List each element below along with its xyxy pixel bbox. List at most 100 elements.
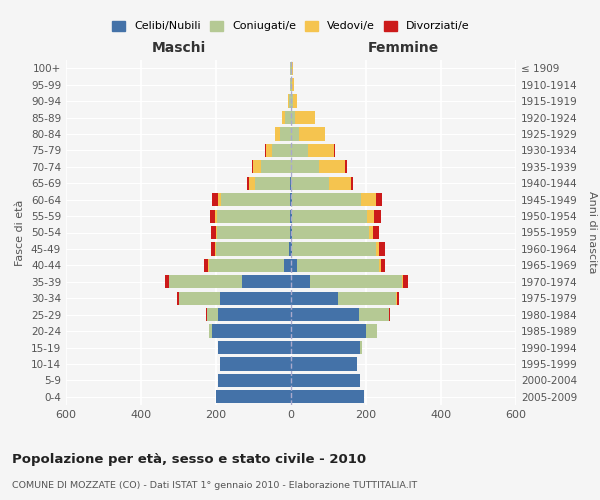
Bar bbox=[178, 292, 179, 305]
Bar bbox=[212, 193, 218, 206]
Bar bbox=[179, 292, 220, 305]
Bar bbox=[295, 111, 316, 124]
Bar bbox=[291, 144, 308, 157]
Bar bbox=[291, 308, 359, 321]
Bar bbox=[220, 358, 291, 370]
Bar bbox=[379, 242, 385, 256]
Bar bbox=[361, 193, 376, 206]
Bar bbox=[253, 160, 260, 173]
Bar bbox=[308, 144, 334, 157]
Bar bbox=[218, 193, 221, 206]
Bar bbox=[299, 128, 325, 140]
Bar bbox=[292, 78, 294, 91]
Bar bbox=[291, 160, 319, 173]
Text: COMUNE DI MOZZATE (CO) - Dati ISTAT 1° gennaio 2010 - Elaborazione TUTTITALIA.IT: COMUNE DI MOZZATE (CO) - Dati ISTAT 1° g… bbox=[12, 481, 417, 490]
Bar bbox=[209, 210, 215, 222]
Bar bbox=[292, 226, 368, 239]
Bar bbox=[367, 210, 374, 222]
Bar bbox=[220, 292, 291, 305]
Bar bbox=[217, 226, 290, 239]
Bar bbox=[165, 275, 169, 288]
Bar bbox=[291, 111, 295, 124]
Bar bbox=[292, 176, 329, 190]
Bar bbox=[290, 62, 291, 75]
Bar bbox=[215, 242, 216, 256]
Bar bbox=[205, 259, 208, 272]
Bar bbox=[401, 275, 403, 288]
Bar bbox=[338, 292, 396, 305]
Bar bbox=[289, 94, 291, 108]
Bar bbox=[291, 324, 366, 338]
Bar bbox=[265, 144, 272, 157]
Bar bbox=[292, 193, 361, 206]
Bar bbox=[216, 226, 217, 239]
Bar bbox=[292, 210, 367, 222]
Bar bbox=[284, 259, 291, 272]
Bar bbox=[291, 193, 292, 206]
Bar bbox=[291, 390, 364, 404]
Bar bbox=[403, 275, 407, 288]
Bar bbox=[329, 176, 352, 190]
Bar bbox=[290, 226, 291, 239]
Bar bbox=[291, 374, 361, 387]
Bar bbox=[291, 341, 361, 354]
Bar bbox=[291, 78, 292, 91]
Bar bbox=[215, 210, 217, 222]
Y-axis label: Fasce di età: Fasce di età bbox=[16, 200, 25, 266]
Bar bbox=[293, 94, 298, 108]
Bar bbox=[254, 176, 290, 190]
Bar bbox=[218, 341, 291, 354]
Bar bbox=[209, 324, 212, 338]
Bar bbox=[247, 176, 249, 190]
Bar bbox=[319, 160, 346, 173]
Bar bbox=[396, 292, 397, 305]
Bar bbox=[290, 210, 291, 222]
Bar bbox=[275, 128, 280, 140]
Bar bbox=[242, 275, 291, 288]
Bar bbox=[290, 78, 291, 91]
Bar bbox=[212, 324, 291, 338]
Bar bbox=[361, 341, 362, 354]
Bar bbox=[292, 62, 293, 75]
Bar bbox=[291, 62, 292, 75]
Bar bbox=[376, 242, 379, 256]
Bar bbox=[346, 160, 347, 173]
Bar bbox=[249, 176, 254, 190]
Bar bbox=[290, 193, 291, 206]
Bar bbox=[397, 292, 398, 305]
Bar bbox=[373, 226, 379, 239]
Bar bbox=[272, 144, 291, 157]
Bar bbox=[291, 94, 293, 108]
Bar bbox=[218, 308, 291, 321]
Bar bbox=[206, 308, 218, 321]
Y-axis label: Anni di nascita: Anni di nascita bbox=[587, 191, 597, 274]
Bar bbox=[221, 193, 290, 206]
Bar bbox=[352, 176, 353, 190]
Bar bbox=[291, 259, 296, 272]
Bar bbox=[291, 128, 299, 140]
Bar bbox=[286, 111, 291, 124]
Bar bbox=[291, 358, 356, 370]
Bar bbox=[216, 242, 289, 256]
Legend: Celibi/Nubili, Coniugati/e, Vedovi/e, Divorziati/e: Celibi/Nubili, Coniugati/e, Vedovi/e, Di… bbox=[109, 18, 473, 34]
Bar bbox=[216, 390, 291, 404]
Text: Maschi: Maschi bbox=[151, 41, 206, 55]
Bar bbox=[379, 259, 380, 272]
Bar bbox=[289, 242, 291, 256]
Bar bbox=[209, 259, 284, 272]
Bar bbox=[359, 308, 389, 321]
Text: Popolazione per età, sesso e stato civile - 2010: Popolazione per età, sesso e stato civil… bbox=[12, 452, 366, 466]
Bar bbox=[217, 210, 290, 222]
Bar bbox=[218, 374, 291, 387]
Bar bbox=[280, 128, 291, 140]
Bar bbox=[366, 324, 377, 338]
Bar bbox=[292, 242, 376, 256]
Bar bbox=[291, 242, 292, 256]
Bar bbox=[374, 210, 381, 222]
Bar bbox=[283, 111, 286, 124]
Bar bbox=[169, 275, 242, 288]
Bar bbox=[296, 259, 379, 272]
Bar bbox=[291, 275, 310, 288]
Bar bbox=[380, 259, 385, 272]
Bar bbox=[334, 144, 335, 157]
